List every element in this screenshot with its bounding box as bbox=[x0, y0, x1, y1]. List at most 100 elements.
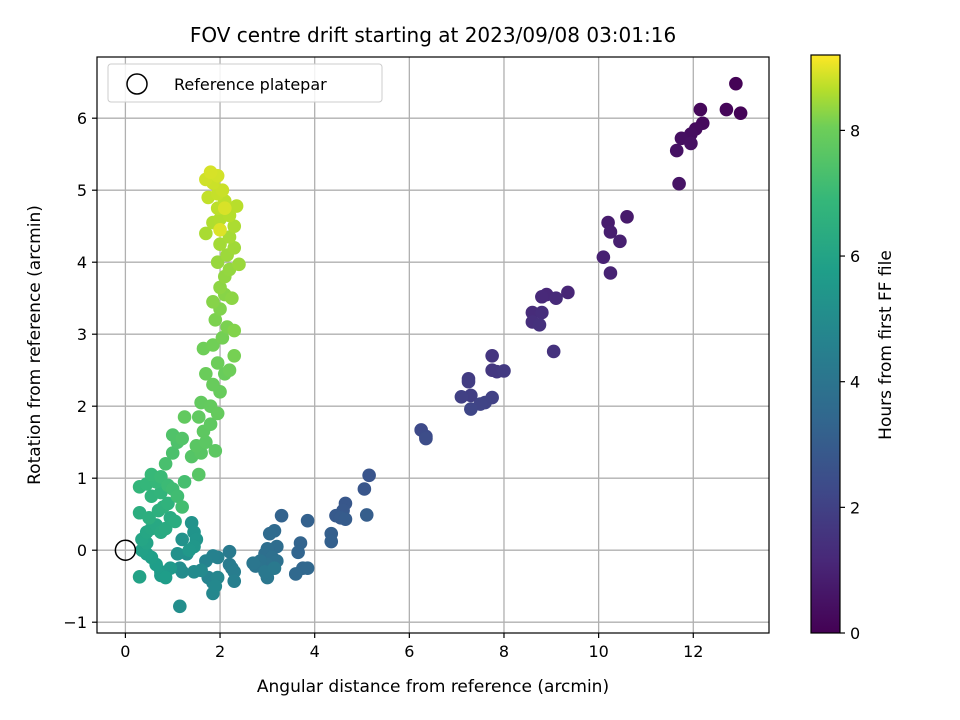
legend-marker-circle-icon bbox=[126, 73, 148, 95]
data-point bbox=[170, 489, 185, 504]
data-point bbox=[227, 565, 242, 579]
colorbar-gradient bbox=[810, 54, 841, 634]
y-tick-label: 4 bbox=[77, 253, 87, 272]
data-point bbox=[485, 349, 499, 363]
y-tick-label: −1 bbox=[63, 613, 87, 632]
data-point bbox=[359, 508, 374, 522]
data-point bbox=[603, 225, 618, 239]
data-point bbox=[362, 468, 376, 483]
data-point bbox=[215, 183, 230, 197]
data-point bbox=[672, 176, 686, 191]
data-point bbox=[168, 514, 182, 529]
data-point bbox=[206, 338, 220, 352]
data-point bbox=[222, 544, 237, 559]
data-point bbox=[199, 435, 213, 450]
y-tick-label: 5 bbox=[77, 181, 87, 200]
data-point bbox=[338, 512, 353, 527]
data-point bbox=[300, 561, 315, 575]
y-tick-label: 6 bbox=[77, 109, 87, 128]
chart-title: FOV centre drift starting at 2023/09/08 … bbox=[190, 23, 676, 47]
data-point bbox=[210, 356, 225, 370]
data-point bbox=[222, 230, 237, 244]
data-point bbox=[525, 305, 540, 320]
data-point bbox=[419, 431, 433, 446]
reference-platepar-marker bbox=[114, 539, 137, 561]
colorbar-label: Hours from first FF file bbox=[876, 250, 896, 440]
data-point bbox=[177, 410, 192, 424]
data-point bbox=[288, 567, 303, 581]
data-point bbox=[684, 136, 698, 151]
data-point bbox=[535, 305, 549, 320]
data-point bbox=[213, 223, 227, 237]
data-point bbox=[173, 599, 187, 614]
data-point bbox=[170, 547, 185, 561]
data-point bbox=[158, 457, 173, 471]
data-point bbox=[300, 513, 315, 528]
data-point bbox=[175, 500, 189, 514]
data-point bbox=[225, 291, 239, 306]
data-point bbox=[461, 374, 476, 389]
data-point bbox=[208, 444, 223, 458]
x-tick-label: 12 bbox=[683, 642, 703, 661]
data-point bbox=[262, 526, 277, 541]
data-point bbox=[561, 285, 575, 300]
data-point bbox=[596, 250, 611, 264]
x-tick-label: 6 bbox=[404, 642, 414, 661]
legend: Reference platepar bbox=[107, 63, 383, 103]
data-point bbox=[203, 165, 218, 179]
data-point bbox=[199, 367, 213, 381]
data-point bbox=[217, 201, 232, 215]
data-point bbox=[173, 561, 187, 575]
x-axis-label: Angular distance from reference (arcmin) bbox=[257, 677, 609, 697]
data-point bbox=[227, 241, 242, 255]
y-tick-label: 1 bbox=[77, 469, 87, 488]
data-point bbox=[191, 410, 206, 424]
data-point bbox=[535, 289, 549, 304]
data-point bbox=[267, 561, 282, 575]
y-tick-label: 3 bbox=[77, 325, 87, 344]
data-point bbox=[213, 237, 227, 251]
data-point bbox=[165, 446, 180, 460]
data-points bbox=[132, 76, 748, 614]
data-point bbox=[175, 431, 189, 446]
colorbar-tick-label: 4 bbox=[850, 373, 860, 392]
data-point bbox=[454, 390, 469, 404]
x-tick-label: 10 bbox=[588, 642, 608, 661]
data-point bbox=[227, 349, 242, 363]
data-point bbox=[206, 377, 220, 392]
data-point bbox=[213, 280, 227, 295]
data-point bbox=[175, 532, 189, 547]
data-point bbox=[497, 364, 511, 378]
colorbar-tick-label: 2 bbox=[850, 498, 860, 517]
data-point bbox=[669, 143, 684, 158]
x-tick-label: 2 bbox=[215, 642, 225, 661]
x-tick-label: 4 bbox=[310, 642, 320, 661]
data-point bbox=[227, 219, 242, 233]
data-point bbox=[549, 291, 563, 306]
data-point bbox=[532, 318, 547, 332]
data-point bbox=[357, 482, 372, 496]
data-point bbox=[620, 210, 634, 224]
data-point bbox=[182, 543, 197, 557]
x-tick-label: 8 bbox=[499, 642, 509, 661]
data-point bbox=[199, 226, 213, 241]
data-point bbox=[246, 556, 260, 570]
data-point bbox=[158, 570, 173, 585]
data-point bbox=[210, 406, 225, 421]
data-point bbox=[206, 295, 220, 309]
data-point bbox=[229, 199, 244, 213]
data-point bbox=[191, 467, 206, 482]
plot-frame bbox=[96, 56, 770, 634]
x-tick-label: 0 bbox=[120, 642, 130, 661]
legend-entry-label: Reference platepar bbox=[174, 75, 327, 94]
colorbar-tick-label: 8 bbox=[850, 121, 860, 140]
data-point bbox=[232, 257, 246, 272]
data-point bbox=[733, 106, 748, 120]
data-point bbox=[158, 521, 173, 536]
colorbar: 0 2 4 6 8 Hours from first FF file bbox=[810, 54, 896, 643]
y-tick-label: 0 bbox=[77, 541, 87, 560]
data-point bbox=[208, 313, 223, 327]
colorbar-tick-label: 0 bbox=[850, 624, 860, 643]
